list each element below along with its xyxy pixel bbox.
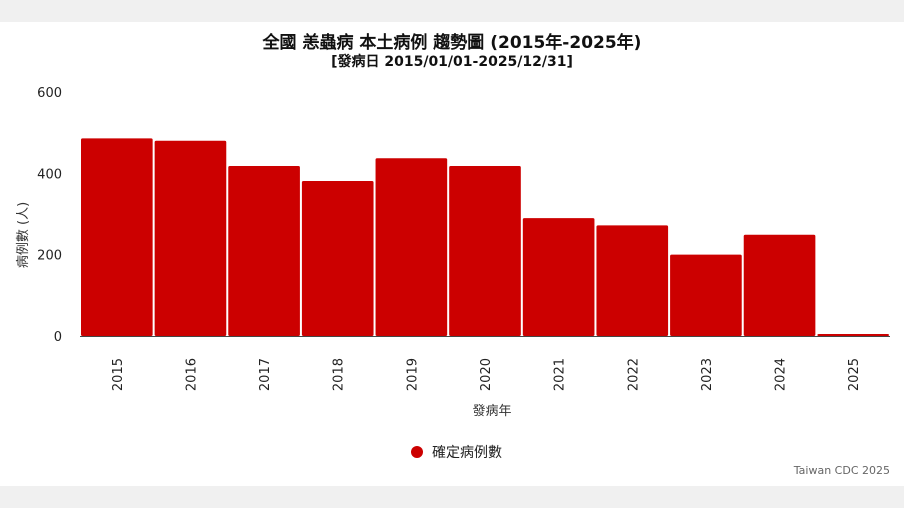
- bar-2019[interactable]: [375, 158, 448, 336]
- bar-2022[interactable]: [596, 225, 669, 336]
- bar-2024[interactable]: [743, 234, 816, 336]
- bar-2023[interactable]: [670, 254, 742, 336]
- x-tick-label: 2022: [626, 358, 641, 391]
- chart-title: 全國 恙蟲病 本土病例 趨勢圖 (2015年-2025年): [262, 32, 642, 53]
- x-tick-label: 2017: [258, 358, 273, 391]
- bar-2021[interactable]: [522, 218, 595, 336]
- x-tick-label: 2023: [700, 358, 715, 391]
- y-tick-label: 600: [37, 86, 62, 101]
- bar-2018[interactable]: [301, 181, 374, 336]
- chart: 全國 恙蟲病 本土病例 趨勢圖 (2015年-2025年) [發病日 2015/…: [16, 32, 890, 477]
- x-tick-label: 2025: [847, 358, 862, 391]
- x-tick-label: 2015: [111, 358, 126, 391]
- legend-label: 確定病例數: [432, 445, 502, 461]
- bar-2015[interactable]: [81, 138, 153, 336]
- legend-marker: [411, 446, 423, 458]
- y-tick-label: 0: [54, 330, 62, 345]
- x-axis-label: 發病年: [472, 404, 511, 419]
- y-axis: 0 200 400 600: [37, 86, 62, 345]
- x-tick-label: 2020: [479, 358, 494, 391]
- x-tick-label: 2019: [405, 358, 420, 391]
- bars: [81, 138, 889, 336]
- x-tick-label: 2016: [184, 358, 199, 391]
- legend[interactable]: 確定病例數: [411, 445, 502, 461]
- bar-2016[interactable]: [154, 140, 227, 336]
- y-axis-label: 病例數 (人): [16, 202, 31, 268]
- x-axis: 2015 2016 2017 2018 2019 2020 2021 2022 2023 2024…: [111, 358, 862, 391]
- chart-subtitle: [發病日 2015/01/01-2025/12/31]: [331, 53, 573, 70]
- bar-2017[interactable]: [228, 166, 300, 336]
- bar-2025[interactable]: [817, 333, 889, 336]
- x-tick-label: 2018: [332, 358, 347, 391]
- x-tick-label: 2024: [774, 358, 789, 391]
- x-tick-label: 2021: [553, 358, 568, 391]
- y-tick-label: 200: [37, 249, 62, 264]
- bar-2020[interactable]: [449, 166, 521, 336]
- chart-card: 全國 恙蟲病 本土病例 趨勢圖 (2015年-2025年) [發病日 2015/…: [0, 22, 904, 486]
- y-tick-label: 400: [37, 167, 62, 182]
- credit: Taiwan CDC 2025: [793, 464, 890, 477]
